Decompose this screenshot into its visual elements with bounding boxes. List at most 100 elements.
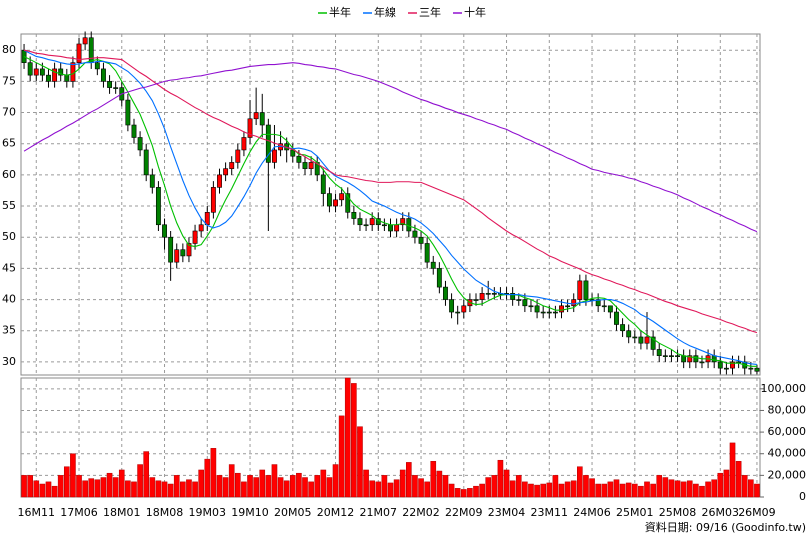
volume-bar <box>650 483 656 498</box>
x-tick-label: 24M06 <box>573 506 611 519</box>
candle-body <box>198 224 204 232</box>
volume-bar <box>631 483 638 498</box>
source-note: 資料日期: 09/16 (Goodinfo.tw) <box>645 520 806 534</box>
volume-bar <box>387 482 394 498</box>
volume-bar <box>51 485 58 498</box>
candle-body <box>186 243 192 257</box>
candle-body <box>320 174 326 194</box>
candle-body <box>485 293 491 295</box>
volume-bar <box>686 480 693 498</box>
volume-bar <box>216 475 223 498</box>
volume-bar <box>552 475 559 498</box>
candle-body <box>614 311 619 325</box>
volume-bar <box>369 480 375 498</box>
volume-bar <box>265 475 272 498</box>
volume-bar <box>436 470 443 498</box>
volume-bar <box>399 469 406 498</box>
y-tick-label: 40 <box>2 293 16 306</box>
volume-bar <box>204 458 211 498</box>
candle-body <box>583 280 589 300</box>
x-tick-label: 26M03 <box>702 506 740 519</box>
x-tick-label: 19M03 <box>189 506 227 519</box>
volume-bar <box>167 483 174 498</box>
volume-bar <box>198 469 204 498</box>
candle-body <box>607 305 613 313</box>
candle-body <box>436 268 442 288</box>
volume-bar <box>289 475 296 498</box>
candle-body <box>461 305 467 313</box>
volume-bar <box>100 477 107 498</box>
candle-body <box>308 162 314 169</box>
volume-bar <box>338 415 345 498</box>
volume-bar <box>711 479 718 498</box>
candle-body <box>748 367 754 370</box>
candle-body <box>351 211 357 219</box>
y2-tick-label: 40,000 <box>768 447 807 460</box>
candle-body <box>394 224 400 232</box>
volume-bar <box>497 459 504 498</box>
volume-bar <box>625 482 632 498</box>
x-tick-label: 16M11 <box>18 506 56 519</box>
volume-bar <box>76 475 82 498</box>
volume-bar <box>564 481 571 498</box>
volume-bar <box>723 469 730 498</box>
volume-bar <box>656 475 663 498</box>
volume-bar <box>662 477 669 498</box>
candle-body <box>107 81 112 88</box>
y2-tick-label: 20,000 <box>768 468 807 481</box>
candle-body <box>424 243 430 263</box>
volume-bar <box>283 480 290 498</box>
volume-bar <box>241 481 247 498</box>
candle-body <box>412 230 418 238</box>
y2-tick-label: 80,000 <box>768 403 807 416</box>
volume-bar <box>344 377 351 498</box>
candle-body <box>473 299 479 301</box>
candle-body <box>149 174 155 188</box>
volume-bar <box>21 475 27 498</box>
volume-panel <box>20 377 761 498</box>
candle-body <box>125 99 131 126</box>
volume-bar <box>412 475 418 498</box>
volume-bar <box>503 469 510 498</box>
y-tick-label: 65 <box>2 137 16 150</box>
volume-bar <box>137 464 143 498</box>
volume-bar <box>680 481 687 498</box>
volume-bar <box>173 475 180 498</box>
x-tick-label: 19M10 <box>231 506 269 519</box>
x-tick-label: 21M07 <box>360 506 398 519</box>
x-tick-label: 25M01 <box>616 506 654 519</box>
ma-line <box>23 49 758 334</box>
candle-body <box>345 193 351 213</box>
candle-body <box>577 280 583 300</box>
candle-body <box>253 112 259 120</box>
candle-body <box>522 299 528 307</box>
volume-bar <box>467 488 473 498</box>
candle-body <box>33 68 39 76</box>
candle-body <box>357 218 363 226</box>
candle-body <box>675 355 680 357</box>
volume-bar <box>595 483 601 498</box>
volume-bar <box>70 453 76 498</box>
candle-body <box>388 224 393 232</box>
candle-body <box>131 124 137 138</box>
volume-bar <box>351 383 357 498</box>
candle-body <box>418 236 424 244</box>
volume-bar <box>442 475 449 498</box>
y-tick-label: 70 <box>2 106 16 119</box>
candle-body <box>339 193 345 201</box>
volume-bar <box>180 481 186 498</box>
candle-body <box>101 68 106 82</box>
candle-body <box>546 311 552 314</box>
volume-bar <box>94 479 101 498</box>
volume-bar <box>357 426 363 498</box>
candle-body <box>510 293 516 300</box>
volume-bar <box>27 475 33 498</box>
candle-body <box>381 224 387 227</box>
candle-body <box>626 330 632 338</box>
candle-body <box>235 149 241 163</box>
legend-label: 年線 <box>374 5 396 19</box>
volume-bar <box>644 481 650 498</box>
volume-bar <box>424 481 430 498</box>
volume-bar <box>577 466 583 498</box>
